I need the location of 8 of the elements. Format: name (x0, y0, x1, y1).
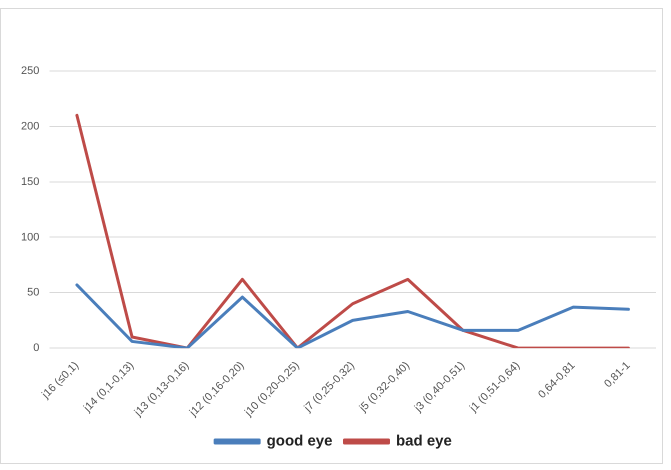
legend-label: bad eye (396, 432, 452, 450)
y-tick-label: 150 (20, 176, 40, 188)
y-tick-label: 0 (33, 342, 40, 354)
y-tick-label: 50 (27, 286, 40, 299)
y-tick-label: 200 (20, 120, 40, 132)
y-tick-label: 250 (20, 65, 40, 78)
legend-label: good eye (266, 432, 333, 450)
y-tick-label: 100 (20, 231, 40, 244)
